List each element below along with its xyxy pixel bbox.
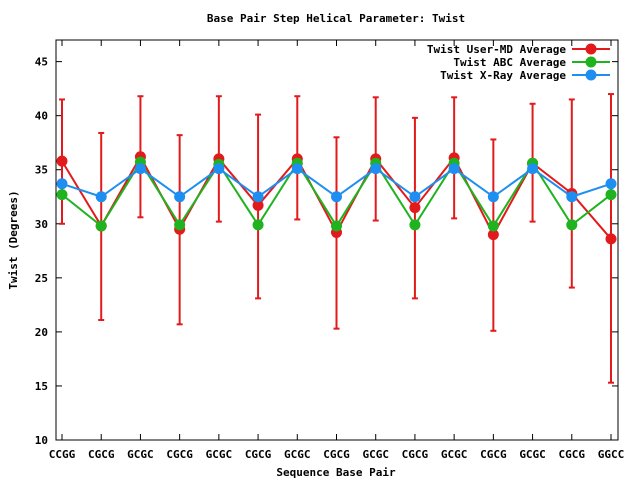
data-point — [370, 163, 382, 175]
x-tick-label: CCGG — [49, 448, 76, 461]
data-point — [95, 191, 107, 203]
x-tick-label: GCGC — [519, 448, 546, 461]
x-tick-label: CGCG — [166, 448, 193, 461]
data-point — [605, 233, 617, 245]
data-point — [56, 155, 68, 167]
data-point — [448, 163, 460, 175]
x-tick-label: GCGC — [127, 448, 154, 461]
data-point — [174, 219, 186, 231]
error-bars — [59, 93, 614, 384]
data-point — [252, 191, 264, 203]
series-layer — [56, 93, 617, 384]
data-point — [134, 163, 146, 175]
data-point — [487, 220, 499, 232]
y-tick-label: 40 — [35, 110, 48, 123]
x-tick-label: CGCG — [402, 448, 429, 461]
x-tick-label: GCGC — [362, 448, 389, 461]
data-point — [174, 191, 186, 203]
data-point — [213, 163, 225, 175]
data-point — [566, 191, 578, 203]
chart-title: Base Pair Step Helical Parameter: Twist — [207, 12, 465, 25]
x-axis-label: Sequence Base Pair — [276, 466, 396, 479]
x-axis-ticks: CCGG CGCG GCGC CGCG GCGC CGCG GCGC CGCG GCGC CGCG… — [49, 40, 625, 461]
x-tick-label: CGCG — [480, 448, 507, 461]
y-tick-label: 20 — [35, 326, 48, 339]
legend-label: Twist ABC Average — [453, 56, 566, 69]
data-point — [409, 191, 421, 203]
legend-marker — [585, 43, 597, 55]
y-tick-label: 10 — [35, 434, 48, 447]
data-point — [95, 220, 107, 232]
legend-marker — [585, 69, 597, 81]
data-point — [409, 202, 421, 214]
data-point — [566, 219, 578, 231]
data-point — [409, 219, 421, 231]
x-tick-label: GCGC — [206, 448, 233, 461]
data-point — [605, 178, 617, 190]
legend-label: Twist X-Ray Average — [440, 69, 566, 82]
data-point — [331, 220, 342, 232]
x-tick-label: GCGC — [284, 448, 311, 461]
y-axis-ticks: 10 15 20 25 30 35 40 45 — [35, 56, 618, 447]
x-tick-label: GGCC — [598, 448, 625, 461]
x-tick-label: GCGC — [441, 448, 468, 461]
data-point — [252, 199, 264, 211]
data-point — [527, 163, 539, 175]
x-tick-label: CGCG — [559, 448, 586, 461]
data-point — [291, 163, 303, 175]
legend-label: Twist User-MD Average — [427, 43, 566, 56]
y-tick-label: 45 — [35, 56, 48, 69]
y-tick-label: 15 — [35, 380, 48, 393]
data-point — [56, 178, 68, 190]
data-point — [331, 191, 342, 203]
legend-marker — [585, 56, 597, 68]
y-axis-label: Twist (Degrees) — [7, 190, 20, 289]
data-point — [252, 219, 264, 231]
y-tick-label: 35 — [35, 164, 48, 177]
data-point — [487, 191, 499, 203]
x-tick-label: CGCG — [323, 448, 350, 461]
series-3 — [56, 163, 617, 203]
data-point — [56, 189, 68, 201]
data-point — [605, 189, 617, 201]
x-tick-label: CGCG — [88, 448, 115, 461]
y-tick-label: 25 — [35, 272, 48, 285]
y-tick-label: 30 — [35, 218, 48, 231]
series-2 — [56, 156, 617, 232]
data-point — [487, 229, 499, 241]
x-tick-label: CGCG — [245, 448, 272, 461]
